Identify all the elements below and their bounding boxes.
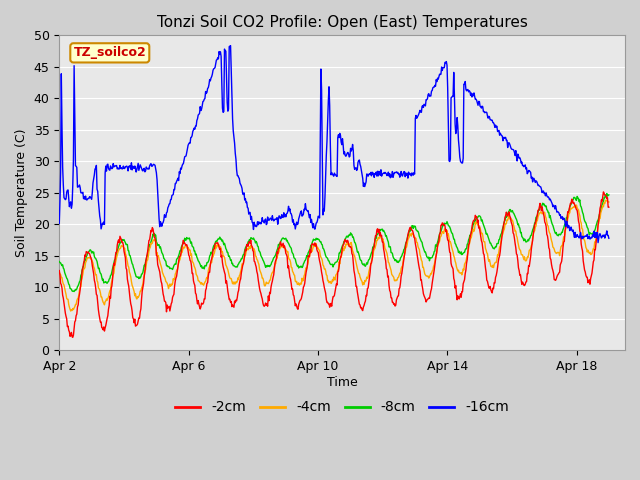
Title: Tonzi Soil CO2 Profile: Open (East) Temperatures: Tonzi Soil CO2 Profile: Open (East) Temp… [157, 15, 527, 30]
Text: TZ_soilco2: TZ_soilco2 [74, 47, 146, 60]
X-axis label: Time: Time [327, 376, 358, 389]
Legend: -2cm, -4cm, -8cm, -16cm: -2cm, -4cm, -8cm, -16cm [170, 395, 515, 420]
Y-axis label: Soil Temperature (C): Soil Temperature (C) [15, 129, 28, 257]
